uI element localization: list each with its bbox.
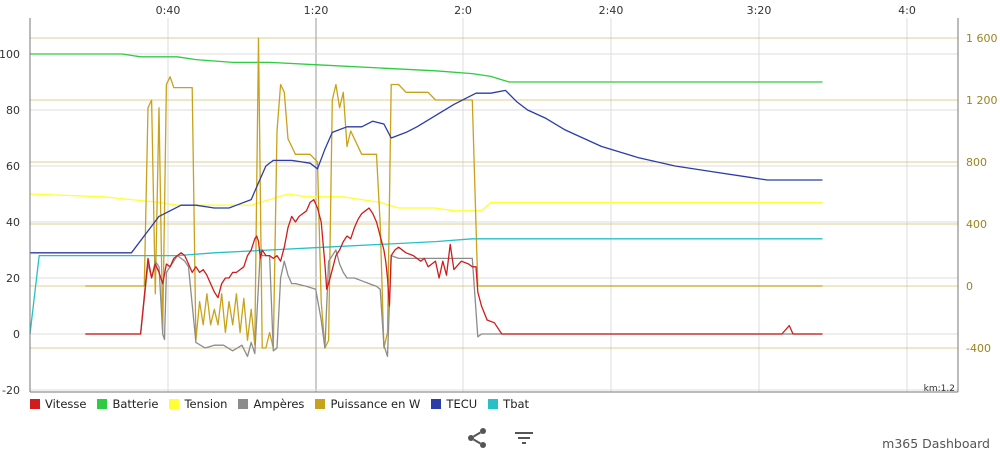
axes: 0:40 1:20 2:0 2:40 3:20 4:0 -20 0 20 40 60 80 100 -40… — [0, 4, 998, 397]
x-tick-label: 1:20 — [304, 4, 329, 17]
x-tick-label: 4:0 — [898, 4, 916, 17]
legend-item[interactable]: Batterie — [97, 397, 158, 411]
y-right-tick-label: 400 — [966, 218, 987, 231]
y-left-tick-label: 0 — [13, 328, 20, 341]
legend-swatch — [431, 399, 442, 409]
share-button[interactable] — [463, 424, 491, 452]
legend-item[interactable]: Tbat — [488, 397, 529, 411]
legend-label: Tbat — [503, 397, 530, 411]
y-left-tick-label: 60 — [6, 160, 20, 173]
series-lines — [29, 37, 823, 358]
y-right-tick-label: 800 — [966, 156, 987, 169]
y-left-tick-label: 80 — [6, 104, 20, 117]
legend-swatch — [97, 399, 108, 409]
filter-button[interactable] — [510, 424, 538, 452]
legend-label: Tension — [184, 397, 228, 411]
filter-icon — [515, 432, 533, 444]
legend-item[interactable]: Vitesse — [30, 397, 86, 411]
legend-item[interactable]: Ampères — [238, 397, 304, 411]
app-name: m365 Dashboard — [882, 436, 990, 451]
series-line-tbat — [29, 238, 823, 335]
chart-legend: Vitesse Batterie Tension Ampères Puissance e… — [30, 396, 540, 412]
legend-label: Vitesse — [45, 397, 87, 411]
legend-item[interactable]: Tension — [169, 397, 227, 411]
series-line-vitesse — [85, 198, 823, 335]
legend-item[interactable]: Puissance en W — [315, 397, 420, 411]
legend-label: Puissance en W — [330, 397, 421, 411]
legend-label: Batterie — [112, 397, 159, 411]
legend-label: Ampères — [253, 397, 305, 411]
legend-swatch — [30, 399, 40, 409]
y-left-tick-label: -20 — [2, 384, 20, 397]
y-right-tick-label: 0 — [966, 280, 973, 293]
x-tick-label: 3:20 — [747, 4, 772, 17]
bottom-toolbar: m365 Dashboard — [0, 418, 1000, 462]
legend-swatch — [238, 399, 249, 409]
x-tick-label: 0:40 — [156, 4, 181, 17]
y-left-tick-label: 100 — [0, 48, 20, 61]
legend-swatch — [315, 399, 326, 409]
y-left-tick-label: 40 — [6, 216, 20, 229]
share-icon — [468, 428, 486, 448]
y-right-tick-label: -400 — [966, 342, 991, 355]
legend-item[interactable]: TECU — [431, 397, 477, 411]
grid — [30, 18, 958, 392]
series-line-tecu — [30, 89, 823, 254]
legend-swatch — [169, 399, 180, 409]
series-line-amp-res — [85, 249, 823, 358]
distance-annotation: km:1.2 — [924, 384, 955, 394]
legend-swatch — [488, 399, 499, 409]
series-line-tension — [29, 193, 823, 212]
y-right-tick-label: 1 200 — [966, 94, 998, 107]
series-line-batterie — [30, 53, 823, 83]
y-right-tick-label: 1 600 — [966, 32, 998, 45]
series-line-puissance-en-w — [85, 37, 823, 349]
x-tick-label: 2:40 — [599, 4, 624, 17]
x-tick-label: 2:0 — [454, 4, 472, 17]
y-left-tick-label: 20 — [6, 272, 20, 285]
line-chart: 0:40 1:20 2:0 2:40 3:20 4:0 -20 0 20 40 60 80 100 -40… — [0, 4, 998, 397]
legend-label: TECU — [446, 397, 478, 411]
